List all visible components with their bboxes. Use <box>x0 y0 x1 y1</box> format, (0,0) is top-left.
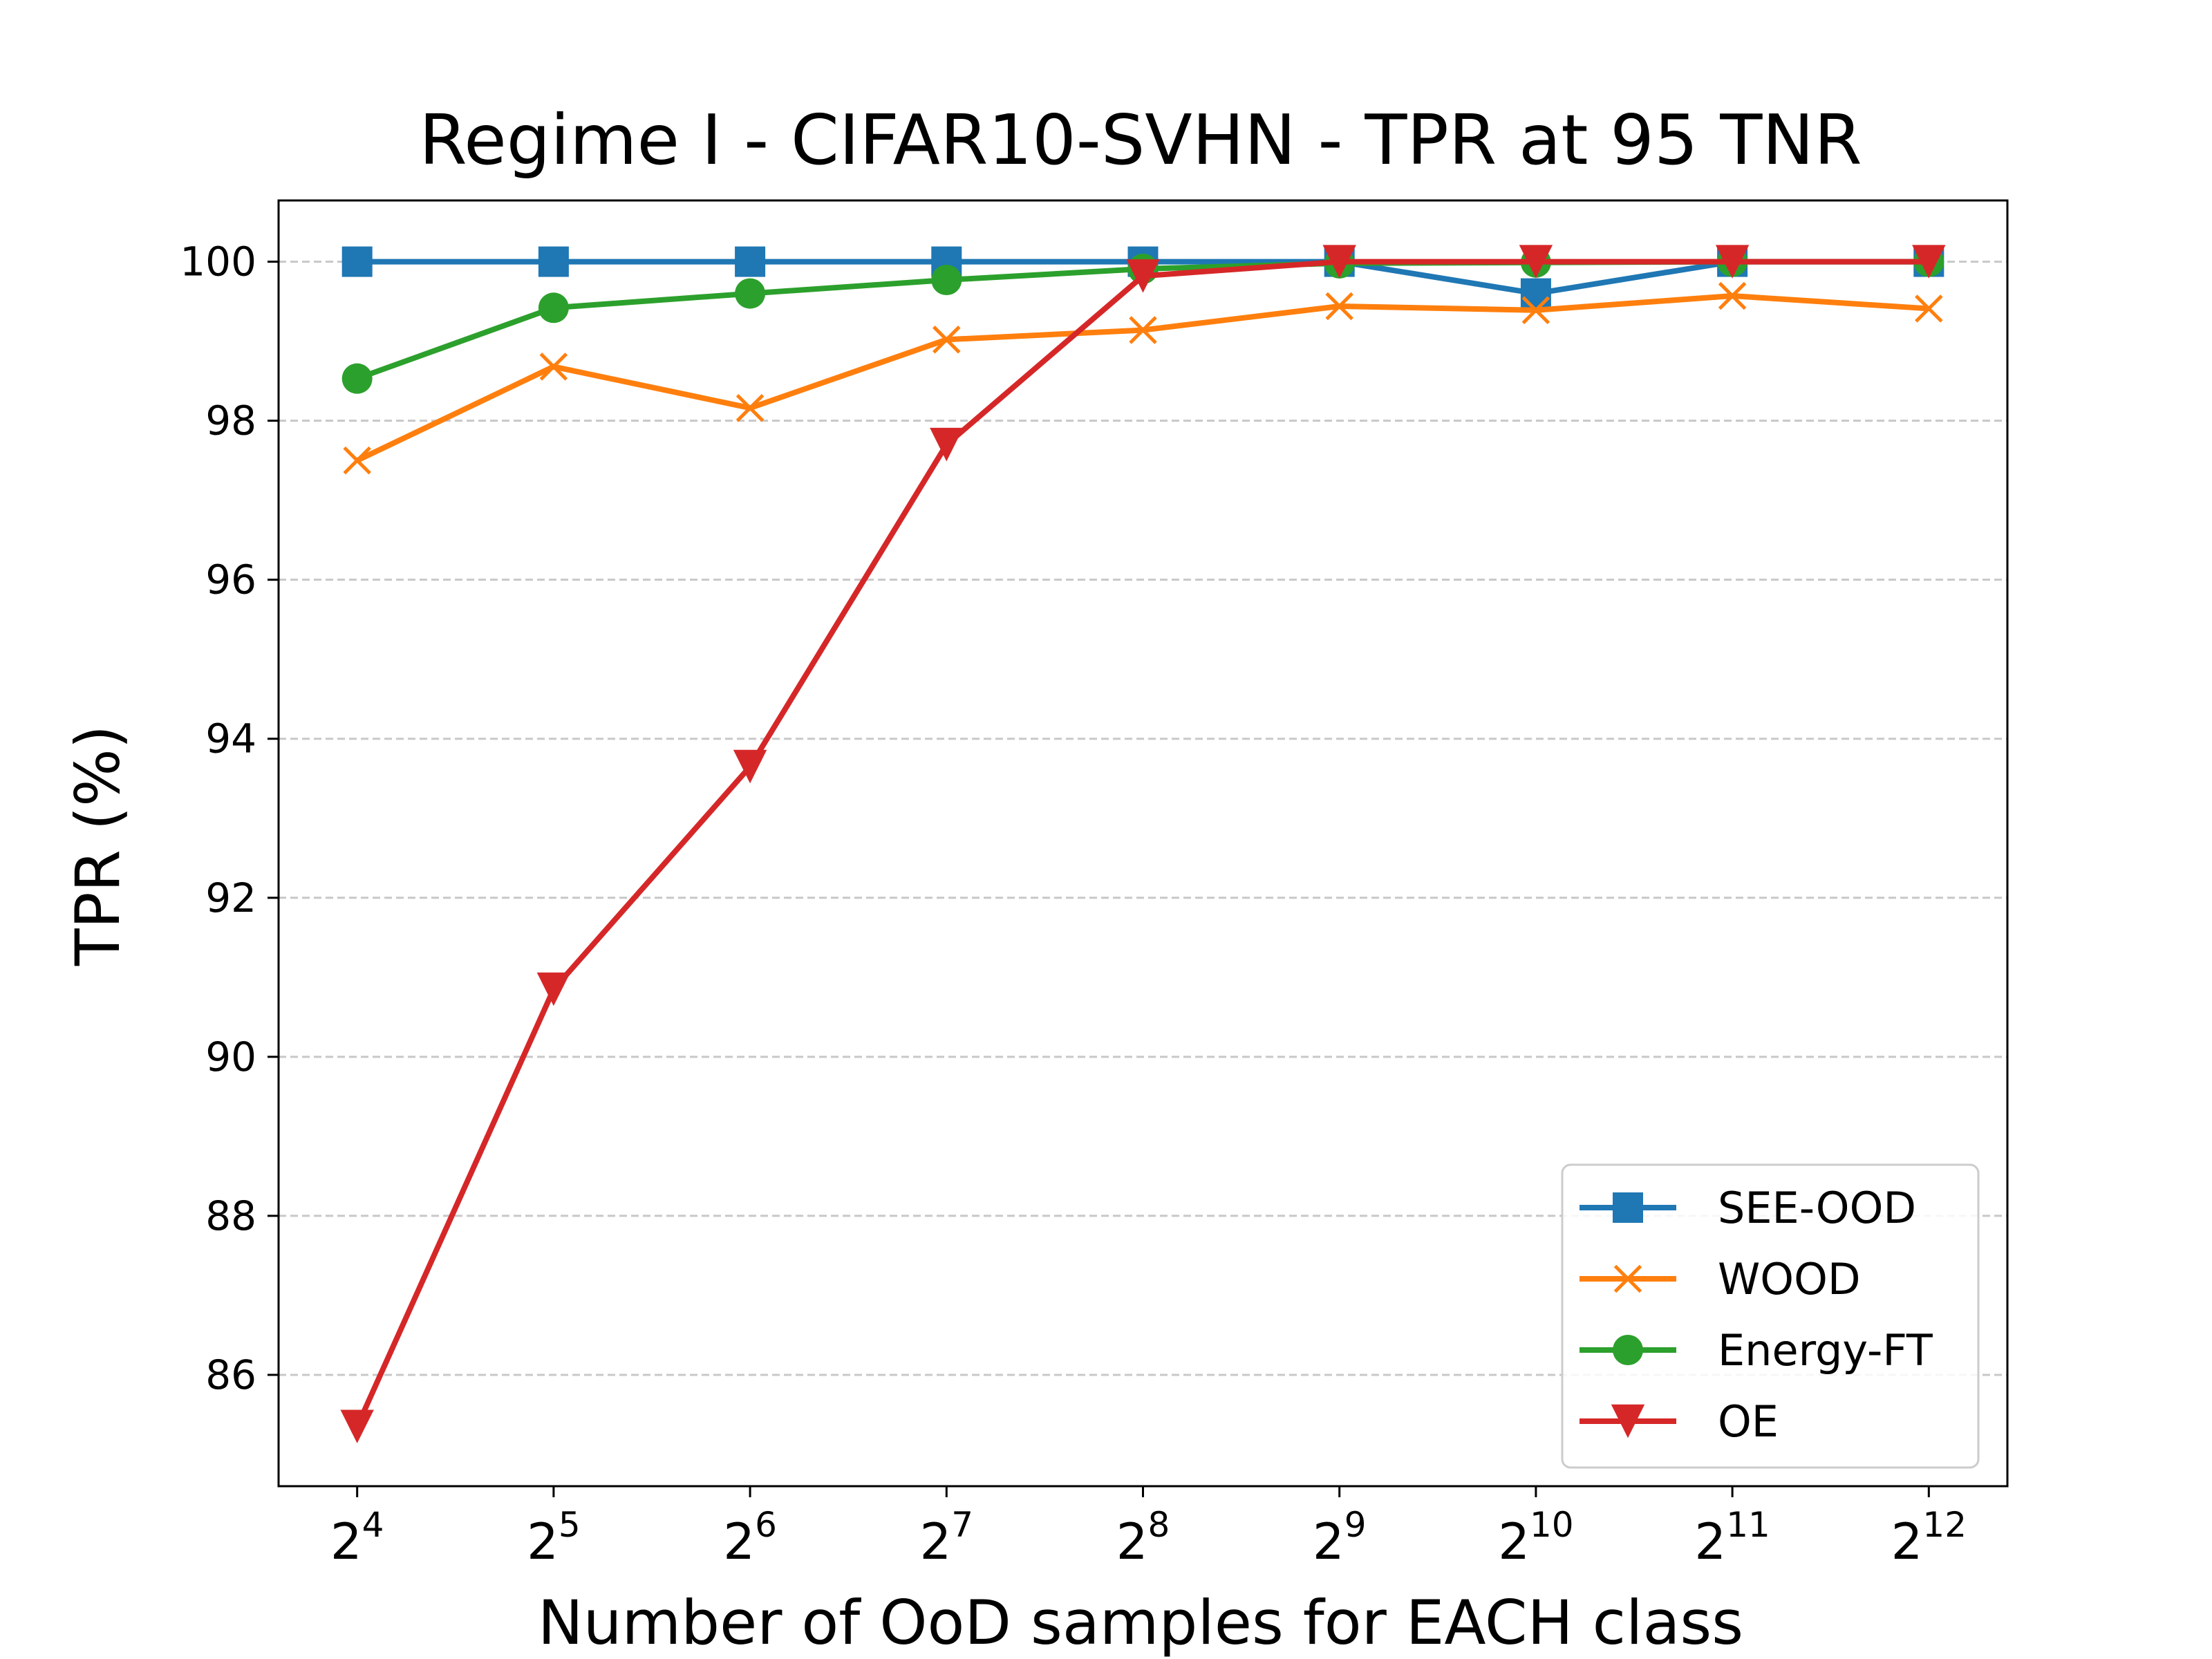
grid-lines <box>279 261 2007 1376</box>
y-tick-label: 90 <box>205 1033 256 1080</box>
series-line-wood <box>355 293 1929 463</box>
legend-marker <box>1613 1335 1643 1365</box>
x-tick-label: 210 <box>1498 1505 1573 1571</box>
data-point-wood <box>1129 316 1157 344</box>
y-tick-label: 88 <box>205 1192 256 1239</box>
data-point-see-ood <box>341 246 373 277</box>
x-tick-label: 25 <box>527 1505 581 1571</box>
legend-box <box>1561 1163 1980 1469</box>
data-point-oe <box>1322 245 1356 279</box>
data-point-energy-ft <box>341 363 373 394</box>
data-point-wood <box>932 326 961 354</box>
data-point-see-ood <box>538 246 569 277</box>
y-tick-label: 92 <box>205 874 256 921</box>
y-tick-label: 86 <box>205 1351 256 1398</box>
data-point-energy-ft <box>735 278 766 309</box>
legend-marker <box>1613 1192 1643 1223</box>
axes: 86 88 90 92 94 96 98 100 24 25 26 27 28 29 210 211 212 <box>180 238 1967 1571</box>
y-tick-label: 100 <box>180 238 256 285</box>
data-point-see-ood <box>1520 278 1551 309</box>
x-tick-label: 29 <box>1313 1505 1367 1571</box>
legend-label: WOOD <box>1718 1254 1861 1304</box>
legend-label: OE <box>1718 1396 1779 1447</box>
series-wood <box>343 281 1943 475</box>
data-point-oe <box>1912 245 1946 279</box>
data-point-wood <box>1915 294 1943 323</box>
x-tick-label: 212 <box>1891 1505 1967 1571</box>
x-tick-label: 27 <box>919 1505 973 1571</box>
x-tick-label: 211 <box>1694 1505 1770 1571</box>
data-point-oe <box>733 749 767 784</box>
data-point-energy-ft <box>931 265 962 296</box>
data-point-wood <box>1325 292 1353 321</box>
series-layer <box>340 245 1946 1443</box>
x-tick-label: 24 <box>330 1505 384 1571</box>
y-axis-label: TPR (%) <box>62 725 133 966</box>
y-tick-label: 94 <box>205 715 256 762</box>
data-point-oe <box>340 1409 374 1443</box>
legend-label: Energy-FT <box>1718 1325 1933 1376</box>
data-point-wood <box>343 446 371 475</box>
data-point-oe <box>1126 259 1160 293</box>
data-point-wood <box>1521 296 1550 324</box>
series-oe <box>340 245 1946 1443</box>
legend: SEE-OOD WOOD Energy-FT OE <box>1561 1163 1980 1469</box>
data-point-oe <box>1519 245 1553 279</box>
data-point-oe <box>1715 245 1750 279</box>
data-point-oe <box>930 427 964 462</box>
data-point-see-ood <box>735 246 766 277</box>
y-tick-label: 96 <box>205 556 256 603</box>
legend-marker <box>1613 1264 1642 1293</box>
data-point-wood <box>539 353 568 381</box>
data-point-oe <box>536 972 571 1006</box>
legend-marker <box>1611 1404 1645 1438</box>
x-axis-label: Number of OoD samples for EACH class <box>538 1587 1743 1658</box>
x-tick-label: 28 <box>1116 1505 1170 1571</box>
x-tick-label: 26 <box>723 1505 777 1571</box>
data-point-wood <box>1718 281 1747 310</box>
chart-title: Regime I - CIFAR10-SVHN - TPR at 95 TNR <box>419 100 1862 180</box>
legend-label: SEE-OOD <box>1718 1183 1916 1233</box>
data-point-wood <box>735 393 765 422</box>
y-tick-label: 98 <box>205 397 256 444</box>
data-point-energy-ft <box>538 292 569 324</box>
